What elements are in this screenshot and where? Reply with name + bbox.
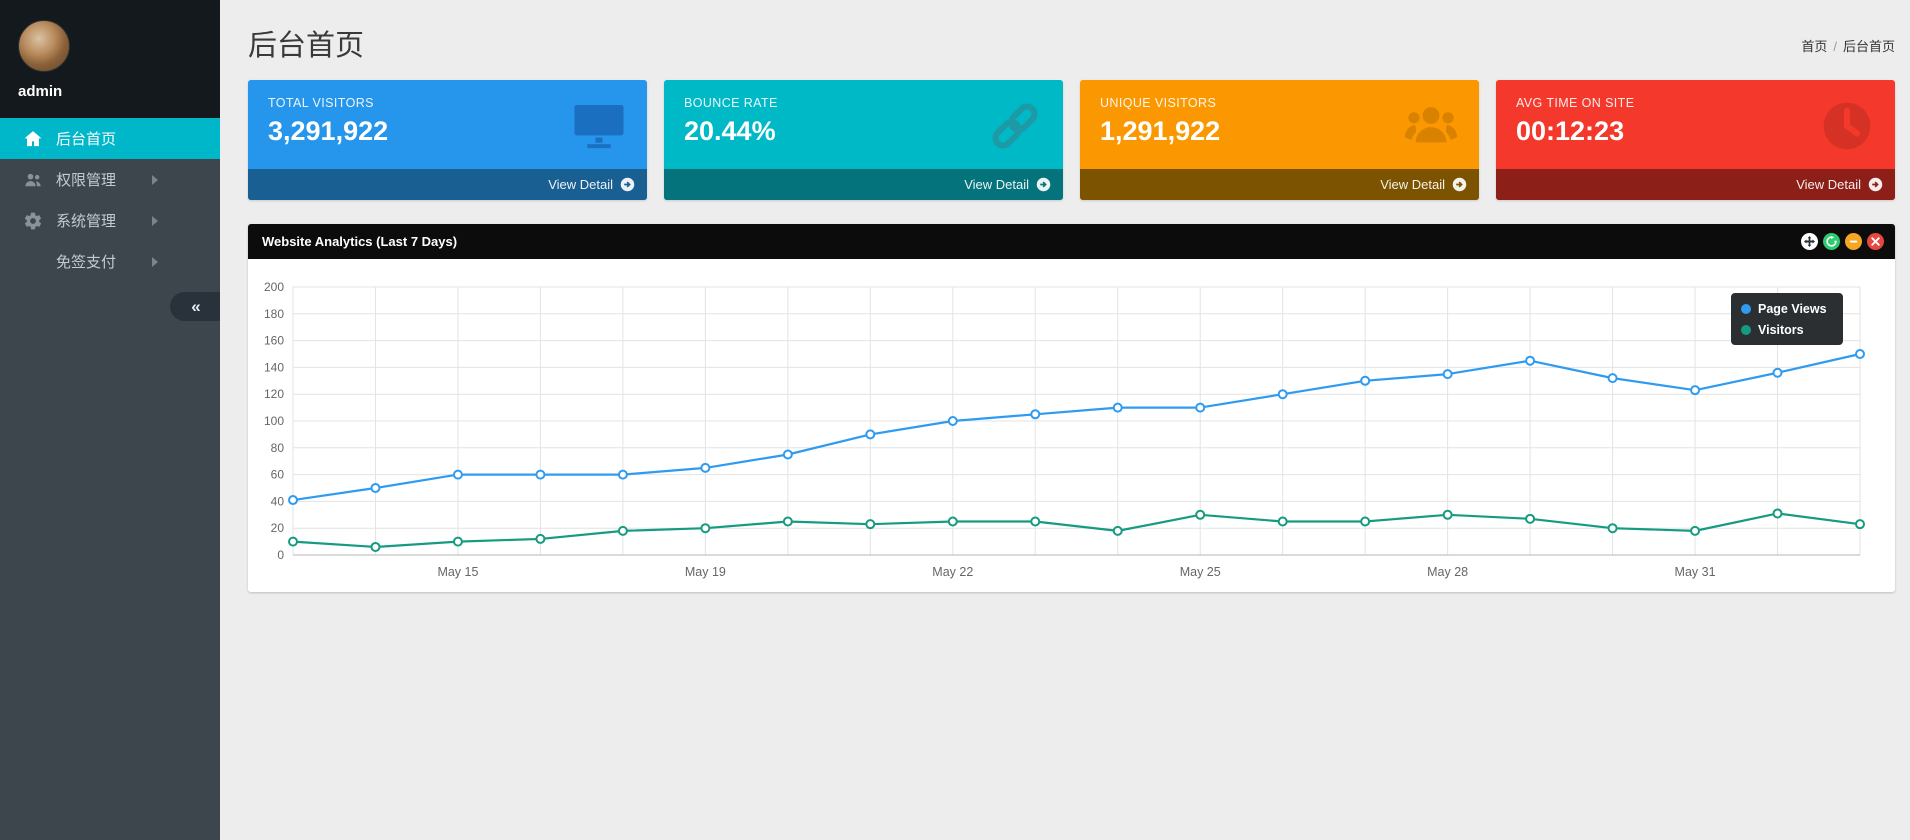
- svg-text:40: 40: [271, 494, 285, 508]
- chart-area: 0 20 40 60 80 100 120 140 160 180 200 May 15 May 19 M…: [248, 259, 1895, 592]
- svg-text:100: 100: [264, 414, 284, 428]
- chevron-right-icon: [152, 256, 158, 267]
- main-content: 后台首页 首页 / 后台首页 TOTAL VISITORS 3,291,922 Vi…: [220, 0, 1910, 840]
- svg-text:May 31: May 31: [1675, 565, 1716, 579]
- stat-card-bounce-rate: BOUNCE RATE 20.44% View Detail: [664, 80, 1063, 200]
- stat-cards-row: TOTAL VISITORS 3,291,922 View Detail BOU…: [248, 80, 1895, 200]
- panel-header: Website Analytics (Last 7 Days): [248, 224, 1895, 259]
- sidebar-item-payment[interactable]: 免签支付: [0, 241, 220, 282]
- close-icon[interactable]: [1867, 233, 1884, 250]
- page-header: 后台首页 首页 / 后台首页: [248, 22, 1895, 78]
- link-icon: [987, 98, 1043, 169]
- breadcrumb-home-link[interactable]: 首页: [1801, 39, 1828, 54]
- username: admin: [18, 83, 63, 100]
- monitor-icon: [571, 98, 627, 169]
- view-detail-link[interactable]: View Detail: [1080, 169, 1479, 200]
- svg-text:Visitors: Visitors: [1758, 323, 1804, 337]
- sidebar-item-dashboard[interactable]: 后台首页: [0, 118, 220, 159]
- minus-icon[interactable]: [1845, 233, 1862, 250]
- stat-label: TOTAL VISITORS: [268, 96, 374, 110]
- page-title: 后台首页: [248, 30, 365, 62]
- sidebar-item-label: 免签支付: [56, 254, 117, 271]
- stat-value: 20.44%: [684, 116, 776, 146]
- svg-text:Page Views: Page Views: [1758, 302, 1827, 316]
- stat-card-avg-time: AVG TIME ON SITE 00:12:23 View Detail: [1496, 80, 1895, 200]
- view-detail-link[interactable]: View Detail: [248, 169, 647, 200]
- svg-text:60: 60: [271, 468, 285, 482]
- stat-label: AVG TIME ON SITE: [1516, 96, 1635, 110]
- svg-text:May 15: May 15: [437, 565, 478, 579]
- stat-value: 3,291,922: [268, 116, 389, 146]
- stat-card-unique-visitors: UNIQUE VISITORS 1,291,922 View Detail: [1080, 80, 1479, 200]
- svg-text:120: 120: [264, 387, 284, 401]
- arrow-circle-right-icon: [1452, 177, 1467, 192]
- svg-text:May 22: May 22: [932, 565, 973, 579]
- line-chart: 0 20 40 60 80 100 120 140 160 180 200 May 15 May 19 M…: [264, 280, 1865, 579]
- profile-block: admin: [0, 0, 220, 118]
- view-detail-label: View Detail: [1380, 177, 1445, 192]
- view-detail-link[interactable]: View Detail: [1496, 169, 1895, 200]
- svg-text:200: 200: [264, 280, 284, 294]
- view-detail-label: View Detail: [1796, 177, 1861, 192]
- arrow-circle-right-icon: [1868, 177, 1883, 192]
- view-detail-label: View Detail: [548, 177, 613, 192]
- sidebar: admin 后台首页 权限管理 系统管理: [0, 0, 220, 840]
- svg-text:May 28: May 28: [1427, 565, 1468, 579]
- clock-icon: [1819, 98, 1875, 169]
- svg-text:140: 140: [264, 360, 284, 374]
- stat-label: UNIQUE VISITORS: [1100, 96, 1217, 110]
- gear-icon: [22, 210, 44, 232]
- panel-title: Website Analytics (Last 7 Days): [262, 234, 458, 249]
- breadcrumb: 首页 / 后台首页: [1801, 36, 1895, 55]
- svg-text:May 19: May 19: [685, 565, 726, 579]
- stat-card-total-visitors: TOTAL VISITORS 3,291,922 View Detail: [248, 80, 647, 200]
- svg-text:0: 0: [277, 548, 284, 562]
- sidebar-nav: 后台首页 权限管理 系统管理 免签支付: [0, 118, 220, 282]
- move-icon[interactable]: [1801, 233, 1818, 250]
- svg-text:180: 180: [264, 307, 284, 321]
- sidebar-item-label: 后台首页: [56, 131, 117, 148]
- arrow-circle-right-icon: [1036, 177, 1051, 192]
- sidebar-item-system[interactable]: 系统管理: [0, 200, 220, 241]
- sidebar-collapse-button[interactable]: «: [170, 292, 220, 321]
- svg-text:80: 80: [271, 441, 285, 455]
- sidebar-item-permissions[interactable]: 权限管理: [0, 159, 220, 200]
- svg-text:160: 160: [264, 334, 284, 348]
- stat-label: BOUNCE RATE: [684, 96, 778, 110]
- chevron-right-icon: [152, 215, 158, 226]
- refresh-icon[interactable]: [1823, 233, 1840, 250]
- avatar: [18, 20, 70, 72]
- view-detail-link[interactable]: View Detail: [664, 169, 1063, 200]
- panel-actions: [1801, 233, 1884, 250]
- arrow-circle-right-icon: [620, 177, 635, 192]
- sidebar-item-label: 权限管理: [56, 172, 117, 189]
- svg-text:May 25: May 25: [1180, 565, 1221, 579]
- stat-value: 00:12:23: [1516, 116, 1625, 146]
- group-icon: [1403, 98, 1459, 169]
- users-icon: [22, 169, 44, 191]
- stat-value: 1,291,922: [1100, 116, 1221, 146]
- home-icon: [22, 128, 44, 150]
- svg-text:20: 20: [271, 521, 285, 535]
- chevron-right-icon: [152, 174, 158, 185]
- sidebar-item-label: 系统管理: [56, 213, 117, 230]
- breadcrumb-separator: /: [1833, 39, 1837, 54]
- analytics-panel: Website Analytics (Last 7 Days) 0 20 40 60 8…: [248, 224, 1895, 592]
- breadcrumb-current: 后台首页: [1842, 39, 1895, 54]
- view-detail-label: View Detail: [964, 177, 1029, 192]
